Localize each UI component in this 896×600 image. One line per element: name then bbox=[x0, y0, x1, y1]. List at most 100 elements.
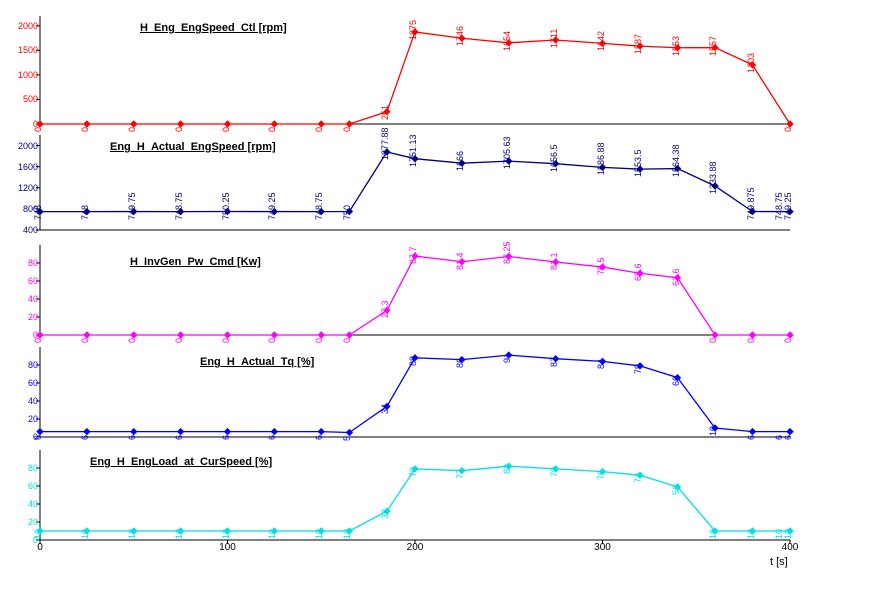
data-marker bbox=[318, 528, 324, 534]
y-tick-label: 60 bbox=[28, 276, 40, 286]
data-marker bbox=[318, 121, 324, 127]
data-marker bbox=[412, 253, 418, 259]
value-label: 0 bbox=[80, 127, 90, 132]
data-marker bbox=[346, 528, 352, 534]
value-label: 0 bbox=[708, 338, 718, 343]
y-tick-label: 1200 bbox=[18, 183, 40, 193]
value-label: 0 bbox=[80, 338, 90, 343]
value-label: 0 bbox=[746, 338, 756, 343]
y-tick-label: 80 bbox=[28, 360, 40, 370]
panel-title: H_InvGen_Pw_Cmd [Kw] bbox=[130, 256, 261, 268]
data-marker bbox=[506, 253, 512, 259]
data-marker bbox=[84, 528, 90, 534]
y-tick-label: 40 bbox=[28, 294, 40, 304]
data-marker bbox=[131, 528, 137, 534]
data-marker bbox=[84, 121, 90, 127]
panel-plot bbox=[40, 347, 790, 439]
panel-title: Eng_H_Actual_EngSpeed [rpm] bbox=[110, 141, 276, 153]
data-marker bbox=[412, 355, 418, 361]
value-label: 0 bbox=[267, 127, 277, 132]
x-tick-label: 100 bbox=[219, 540, 236, 553]
data-marker bbox=[131, 429, 137, 435]
value-label: 0 bbox=[221, 338, 231, 343]
data-marker bbox=[750, 528, 756, 534]
data-marker bbox=[637, 166, 643, 172]
data-marker bbox=[750, 429, 756, 435]
data-marker bbox=[600, 358, 606, 364]
value-label: 0 bbox=[174, 127, 184, 132]
data-marker bbox=[459, 357, 465, 363]
data-marker bbox=[84, 209, 90, 215]
data-marker bbox=[675, 166, 681, 172]
data-marker bbox=[225, 121, 231, 127]
value-label: 0 bbox=[127, 338, 137, 343]
data-marker bbox=[787, 429, 793, 435]
data-marker bbox=[318, 209, 324, 215]
chart-panel-1: Eng_H_Actual_EngSpeed [rpm]4008001200160… bbox=[40, 135, 790, 230]
data-marker bbox=[131, 332, 137, 338]
panel-title: H_Eng_EngSpeed_Ctl [rpm] bbox=[140, 22, 287, 34]
data-marker bbox=[459, 160, 465, 166]
y-tick-label: 0 bbox=[33, 119, 40, 129]
chart-panel-4: Eng_H_EngLoad_at_CurSpeed [%]02040608010… bbox=[40, 450, 790, 540]
data-marker bbox=[225, 209, 231, 215]
y-tick-label: 800 bbox=[23, 204, 40, 214]
data-marker bbox=[131, 121, 137, 127]
x-tick-label: 200 bbox=[407, 540, 424, 553]
data-marker bbox=[787, 332, 793, 338]
data-marker bbox=[271, 121, 277, 127]
data-marker bbox=[506, 40, 512, 46]
data-marker bbox=[84, 429, 90, 435]
data-marker bbox=[384, 149, 390, 155]
y-tick-label: 60 bbox=[28, 378, 40, 388]
data-marker bbox=[271, 429, 277, 435]
data-marker bbox=[131, 209, 137, 215]
data-marker bbox=[600, 469, 606, 475]
y-tick-label: 20 bbox=[28, 414, 40, 424]
value-label: 0 bbox=[174, 338, 184, 343]
data-marker bbox=[637, 472, 643, 478]
y-tick-label: 20 bbox=[28, 312, 40, 322]
data-marker bbox=[637, 270, 643, 276]
y-tick-label: 500 bbox=[23, 94, 40, 104]
x-tick-label: 0 bbox=[37, 540, 43, 553]
x-tick-label: 400 bbox=[782, 540, 799, 553]
data-marker bbox=[412, 156, 418, 162]
y-tick-label: 20 bbox=[28, 517, 40, 527]
data-marker bbox=[225, 528, 231, 534]
y-tick-label: 40 bbox=[28, 396, 40, 406]
data-marker bbox=[553, 37, 559, 43]
y-tick-label: 2000 bbox=[18, 141, 40, 151]
y-tick-label: 1600 bbox=[18, 162, 40, 172]
data-marker bbox=[178, 121, 184, 127]
data-marker bbox=[600, 264, 606, 270]
chart-panel-2: H_InvGen_Pw_Cmd [Kw]0204060800000000027.… bbox=[40, 245, 790, 335]
multi-panel-timeseries: H_Eng_EngSpeed_Ctl [rpm]0500100015002000… bbox=[0, 0, 896, 600]
value-label: 0 bbox=[342, 127, 352, 132]
data-marker bbox=[37, 528, 43, 534]
chart-panel-3: Eng_H_Actual_Tq [%]020406080666666653488… bbox=[40, 347, 790, 437]
value-label: 0 bbox=[314, 127, 324, 132]
data-marker bbox=[637, 43, 643, 49]
data-marker bbox=[675, 45, 681, 51]
data-marker bbox=[553, 356, 559, 362]
y-tick-label: 400 bbox=[23, 225, 40, 235]
data-marker bbox=[225, 332, 231, 338]
x-tick-label: 300 bbox=[594, 540, 611, 553]
data-marker bbox=[178, 332, 184, 338]
value-label: 0 bbox=[267, 338, 277, 343]
data-marker bbox=[225, 429, 231, 435]
value-label: 0 bbox=[342, 338, 352, 343]
data-marker bbox=[178, 429, 184, 435]
data-marker bbox=[318, 429, 324, 435]
data-marker bbox=[506, 158, 512, 164]
y-tick-label: 80 bbox=[28, 463, 40, 473]
data-marker bbox=[346, 209, 352, 215]
data-marker bbox=[787, 528, 793, 534]
y-tick-label: 1500 bbox=[18, 45, 40, 55]
y-tick-label: 40 bbox=[28, 499, 40, 509]
y-tick-label: 1000 bbox=[18, 70, 40, 80]
data-marker bbox=[384, 109, 390, 115]
data-marker bbox=[506, 352, 512, 358]
data-marker bbox=[271, 332, 277, 338]
